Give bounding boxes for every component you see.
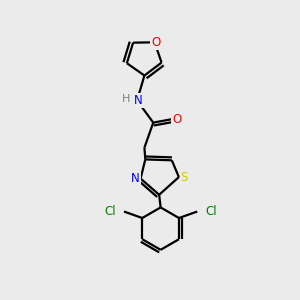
- Text: H: H: [122, 94, 130, 104]
- Text: N: N: [131, 172, 140, 185]
- Text: Cl: Cl: [104, 205, 116, 218]
- Text: Cl: Cl: [206, 205, 217, 218]
- Text: S: S: [181, 171, 188, 184]
- Text: O: O: [152, 36, 161, 49]
- Text: N: N: [134, 94, 143, 107]
- Text: O: O: [172, 112, 182, 126]
